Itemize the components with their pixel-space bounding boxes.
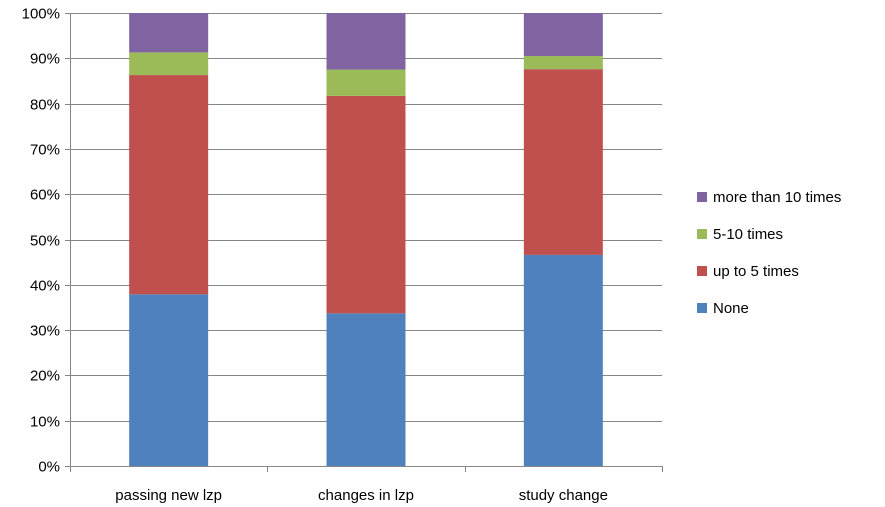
axes xyxy=(65,13,663,472)
bar-segment xyxy=(523,56,603,70)
y-tick-label: 70% xyxy=(30,142,60,159)
bar-segment xyxy=(326,95,406,314)
bar-segment xyxy=(523,254,603,466)
x-tick-label: study change xyxy=(519,487,608,504)
y-tick-label: 40% xyxy=(30,278,60,295)
bar-segment xyxy=(523,69,603,255)
bar-segment xyxy=(523,13,603,57)
y-axis-tick-labels: 0% 10% 20% 30% 40% 50% 60% 70% 80% 90% 100% xyxy=(22,6,60,476)
x-tick-label: changes in lzp xyxy=(318,487,414,504)
bars xyxy=(129,13,603,466)
bar-segment xyxy=(129,75,209,295)
legend-label: up to 5 times xyxy=(713,263,799,280)
legend-swatch xyxy=(697,229,707,239)
bar-segment xyxy=(129,294,209,466)
legend-swatch xyxy=(697,303,707,313)
bar-segment xyxy=(129,13,209,53)
bar-segment xyxy=(326,13,406,70)
legend-label: None xyxy=(713,300,749,317)
y-tick-label: 0% xyxy=(38,459,60,476)
y-tick-label: 60% xyxy=(30,187,60,204)
bar-segment xyxy=(326,313,406,466)
y-tick-label: 30% xyxy=(30,323,60,340)
y-tick-label: 10% xyxy=(30,414,60,431)
x-tick-label: passing new lzp xyxy=(115,487,222,504)
legend-swatch xyxy=(697,192,707,202)
legend: more than 10 times 5-10 times up to 5 time… xyxy=(697,189,841,317)
bar-segment xyxy=(326,69,406,96)
y-tick-label: 90% xyxy=(30,51,60,68)
bar-segment xyxy=(129,52,209,76)
y-tick-label: 50% xyxy=(30,233,60,250)
y-tick-label: 80% xyxy=(30,97,60,114)
x-axis-tick-labels: passing new lzp changes in lzp study chang… xyxy=(115,487,608,504)
y-tick-label: 20% xyxy=(30,368,60,385)
y-tick-label: 100% xyxy=(22,6,60,23)
legend-swatch xyxy=(697,266,707,276)
legend-label: 5-10 times xyxy=(713,226,783,243)
legend-label: more than 10 times xyxy=(713,189,841,206)
